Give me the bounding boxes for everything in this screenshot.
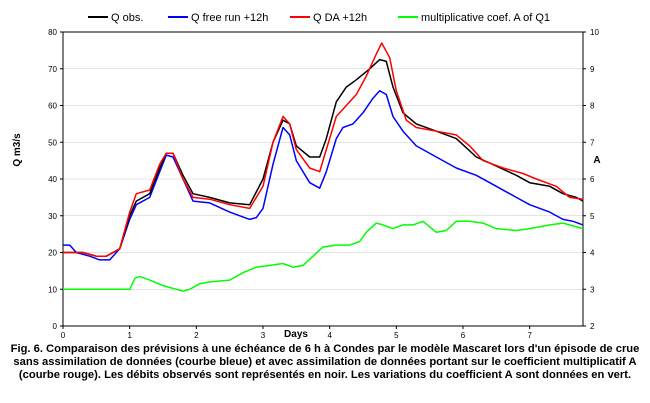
legend-label-2: Q DA +12h: [313, 12, 367, 24]
y-tick-label: 30: [48, 212, 57, 221]
y2-tick-label: 2: [590, 322, 595, 331]
y-tick-label: 80: [48, 28, 57, 37]
y2-tick-label: 3: [590, 285, 595, 294]
x-tick-label: 2: [194, 331, 199, 340]
x-tick-label: 1: [127, 331, 132, 340]
legend-label-1: Q free run +12h: [191, 12, 268, 24]
legend-label-3: multiplicative coef. A of Q1: [421, 12, 550, 24]
y2-tick-label: 9: [590, 65, 595, 74]
y2-tick-label: 5: [590, 212, 595, 221]
y-tick-label: 70: [48, 65, 57, 74]
y2-tick-label: 8: [590, 102, 595, 111]
series-layer: [63, 42, 584, 292]
legend-label-0: Q obs.: [111, 12, 143, 24]
y-tick-label: 0: [53, 322, 58, 331]
series-line-2: [63, 42, 584, 257]
y2-tick-label: 10: [590, 28, 599, 37]
y2-axis-title: A: [593, 155, 600, 166]
y-tick-label: 50: [48, 138, 57, 147]
x-tick-label: 0: [61, 331, 66, 340]
y2-tick-label: 6: [590, 175, 595, 184]
x-tick-label: 5: [394, 331, 399, 340]
x-tick-label: 7: [527, 331, 532, 340]
series-line-3: [63, 220, 584, 292]
series-line-1: [63, 90, 584, 261]
gridlines: [63, 68, 583, 290]
chart: 0 10 20 30 40 50 60 70 80 2 3 4 5 6 7 8 9 10 0 1 2 3 4 5 6 7 Q ob…: [12, 12, 601, 340]
figure-caption: Fig. 6. Comparaison des prévisions à une…: [10, 343, 640, 381]
y2-tick-label: 7: [590, 138, 595, 147]
x-tick-label: 3: [261, 331, 266, 340]
y-tick-label: 20: [48, 249, 57, 258]
x-tick-label: 4: [327, 331, 332, 340]
x-axis-title: Days: [284, 329, 308, 340]
ticks-layer: 0 10 20 30 40 50 60 70 80 2 3 4 5 6 7 8 9 10 0 1 2 3 4 5 6 7: [48, 28, 599, 340]
legend: Q obs. Q free run +12h Q DA +12h multiplica…: [88, 12, 550, 24]
x-tick-label: 6: [461, 331, 466, 340]
y-tick-label: 10: [48, 285, 57, 294]
y-tick-label: 60: [48, 102, 57, 111]
series-line-0: [63, 58, 584, 257]
y-tick-label: 40: [48, 175, 57, 184]
y-axis-title: Q m3/s: [12, 133, 23, 167]
y2-tick-label: 4: [590, 249, 595, 258]
